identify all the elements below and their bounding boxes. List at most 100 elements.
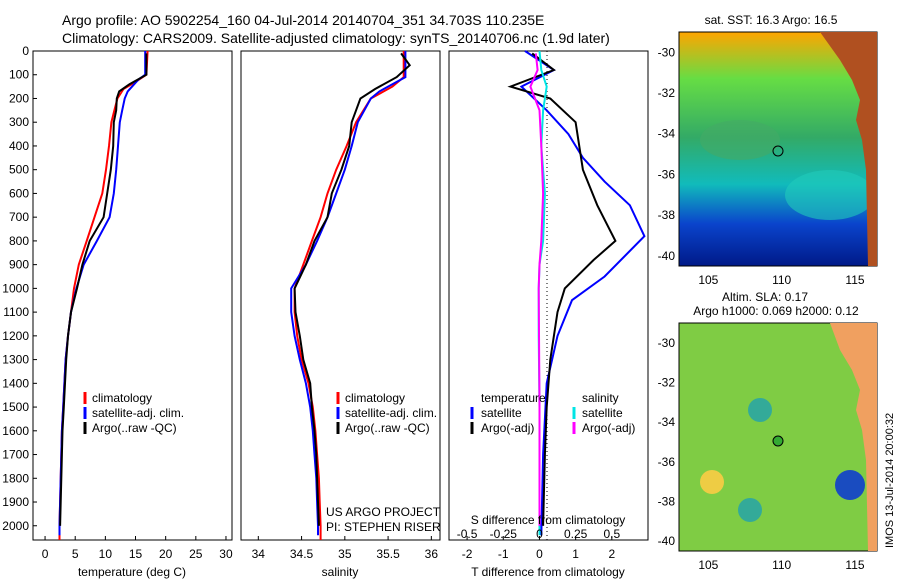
legend-t-argo-label: Argo(-adj): [481, 421, 534, 435]
legend-satellite-label: satellite-adj. clim.: [345, 406, 437, 420]
map-x-tick-label: 105: [698, 273, 718, 287]
y-tick-label: 1400: [2, 376, 29, 390]
map-y-tick-label: -40: [658, 249, 676, 263]
legend-t-satellite-label: satellite: [481, 406, 522, 420]
difference-legend: temperature salinity satellite Argo(-adj…: [470, 391, 635, 435]
x-tick-label: 34.5: [290, 547, 314, 561]
series-line: [59, 53, 148, 526]
project-annotation: US ARGO PROJECT: [326, 505, 441, 519]
y-tick-label: 600: [9, 186, 29, 200]
y-tick-label: 1100: [3, 305, 29, 319]
y-tick-label: 1300: [2, 353, 29, 367]
legend-s-satellite-label: satellite: [582, 406, 623, 420]
salinity-xlabel: salinity: [322, 565, 359, 579]
x-tick-label: 35: [338, 547, 352, 561]
map-x-tick-label: 110: [772, 558, 791, 572]
temperature-xlabel: temperature (deg C): [78, 565, 186, 579]
sst-blob: [700, 120, 780, 160]
legend-argo-label: Argo(..raw -QC): [345, 421, 430, 435]
y-tick-label: 1600: [2, 424, 29, 438]
legend-s-argo-label: Argo(-adj): [582, 421, 635, 435]
sla-map-subtitle: Argo h1000: 0.069 h2000: 0.12: [693, 304, 859, 318]
map-y-tick-label: -38: [658, 208, 676, 222]
x-tick-label: -2: [462, 547, 473, 561]
y-tick-label: 700: [9, 210, 29, 224]
x-tick-label: 1: [572, 547, 579, 561]
x-tick-label: 35.5: [376, 547, 400, 561]
x-tick-label: 0: [42, 547, 49, 561]
legend-climatology-label: climatology: [345, 391, 405, 405]
sst-map-title: sat. SST: 16.3 Argo: 16.5: [705, 13, 838, 27]
sla-coast: [830, 323, 877, 551]
series-line: [290, 51, 407, 536]
map-y-tick-label: -36: [658, 167, 676, 181]
sla-blob: [700, 470, 724, 494]
map-x-tick-label: 110: [772, 273, 791, 287]
x2-tick-label: -0.5: [457, 527, 478, 541]
sla-map-title: Altim. SLA: 0.17: [722, 290, 808, 304]
y-tick-label: 1700: [2, 448, 29, 462]
salinity-legend: climatology satellite-adj. clim. Argo(..…: [336, 391, 437, 435]
x-tick-label: 25: [189, 547, 203, 561]
y-tick-label: 400: [9, 139, 29, 153]
salinity-panel: 34 34.5 35 35.5 36 salinity climatology sate…: [240, 50, 441, 579]
sst-argo-marker: [772, 145, 784, 157]
series-line: [529, 53, 545, 526]
map-y-tick-label: -34: [658, 415, 676, 429]
x-tick-label: 5: [72, 547, 79, 561]
figure-title-line1: Argo profile: AO 5902254_160 04-Jul-2014…: [62, 12, 544, 28]
legend-satellite-label: satellite-adj. clim.: [92, 406, 184, 420]
x-tick-label: 36: [425, 547, 439, 561]
y-tick-label: 300: [9, 115, 29, 129]
series-line: [507, 52, 617, 526]
series-line: [293, 52, 412, 526]
map-x-tick-label: 105: [698, 558, 718, 572]
sst-map-panel: sat. SST: 16.3 Argo: 16.5 105 110 115 -30 -3…: [658, 13, 878, 287]
sst-coast: [820, 32, 877, 266]
x2-tick-label: -0.25: [490, 527, 518, 541]
figure-title-line2: Climatology: CARS2009. Satellite-adjuste…: [62, 30, 610, 46]
salinity-axes-frame: [240, 50, 441, 541]
map-y-tick-label: -36: [658, 455, 676, 469]
sla-blob: [835, 470, 865, 500]
map-x-tick-label: 115: [845, 273, 864, 287]
t-diff-xlabel: T difference from climatology: [471, 565, 625, 579]
sla-blob: [748, 398, 772, 422]
map-y-tick-label: -30: [658, 336, 676, 350]
y-tick-label: 2000: [2, 519, 29, 533]
y-tick-label: 900: [9, 258, 29, 272]
map-y-tick-label: -30: [658, 45, 676, 59]
x-tick-label: 0: [536, 547, 543, 561]
x2-tick-label: 0: [536, 527, 543, 541]
x-tick-label: 10: [99, 547, 113, 561]
x-tick-label: 2: [608, 547, 615, 561]
legend-temperature-title: temperature: [481, 391, 546, 405]
x2-tick-label: 0.25: [564, 527, 588, 541]
legend-salinity-title: salinity: [582, 391, 619, 405]
x-tick-label: 34: [252, 547, 266, 561]
map-y-tick-label: -40: [658, 534, 676, 548]
x-tick-label: 30: [219, 547, 233, 561]
map-y-tick-label: -32: [658, 86, 676, 100]
legend-climatology-label: climatology: [92, 391, 152, 405]
y-tick-label: 800: [9, 234, 29, 248]
y-tick-label: 1900: [2, 495, 29, 509]
y-tick-label: 500: [9, 163, 29, 177]
y-tick-label: 200: [9, 91, 29, 105]
y-tick-label: 0: [22, 44, 29, 58]
x-tick-label: 20: [159, 547, 173, 561]
y-tick-label: 100: [9, 68, 29, 82]
x2-tick-label: 0.5: [603, 527, 620, 541]
x-tick-label: -1: [498, 547, 509, 561]
difference-axes-frame: [448, 50, 649, 541]
sst-blob: [785, 170, 875, 220]
legend-argo-label: Argo(..raw -QC): [92, 421, 177, 435]
y-tick-label: 1800: [2, 471, 29, 485]
map-x-tick-label: 115: [845, 558, 864, 572]
temperature-legend: climatology satellite-adj. clim. Argo(..…: [83, 391, 184, 435]
sla-blob: [738, 498, 762, 522]
sla-argo-marker: [772, 435, 784, 447]
map-y-tick-label: -38: [658, 494, 676, 508]
pi-annotation: PI: STEPHEN RISER: [326, 520, 441, 534]
